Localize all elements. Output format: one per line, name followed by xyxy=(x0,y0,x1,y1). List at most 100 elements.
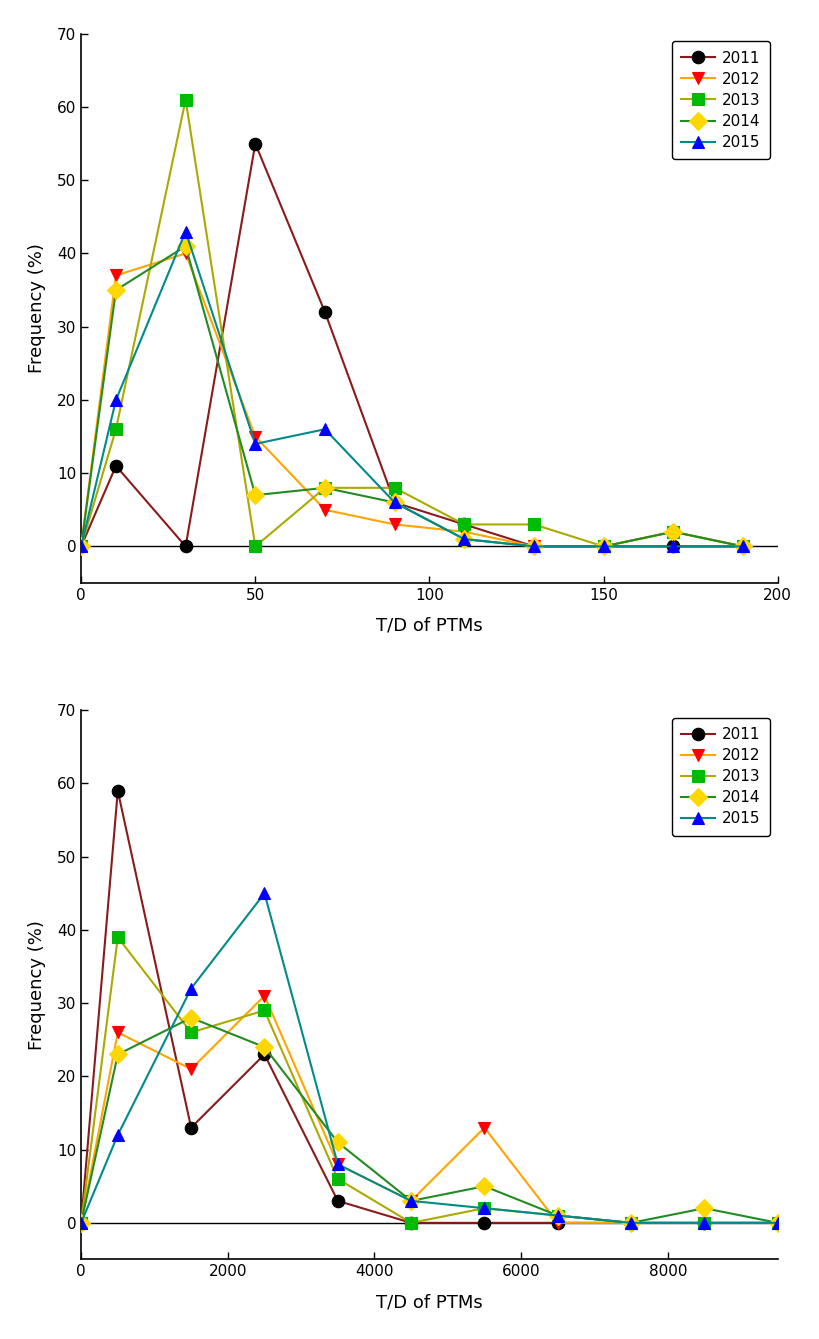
2012 xyxy=(459,524,468,540)
2012 xyxy=(772,1214,782,1231)
2013 xyxy=(479,1200,489,1216)
2012 xyxy=(667,524,677,540)
2013 xyxy=(76,1214,86,1231)
2013 xyxy=(389,479,399,495)
2015 xyxy=(113,1127,123,1144)
2014 xyxy=(552,1208,562,1224)
2015 xyxy=(250,437,260,453)
2012 xyxy=(598,538,608,554)
2011 xyxy=(405,1214,415,1231)
2011 xyxy=(459,517,468,533)
2011 xyxy=(626,1214,636,1231)
2013 xyxy=(699,1214,708,1231)
2012 xyxy=(260,988,269,1004)
2014 xyxy=(598,538,608,554)
2013 xyxy=(772,1214,782,1231)
2015 xyxy=(737,538,747,554)
Line: 2015: 2015 xyxy=(75,886,783,1229)
Legend: 2011, 2012, 2013, 2014, 2015: 2011, 2012, 2013, 2014, 2015 xyxy=(671,42,769,159)
2012 xyxy=(552,1214,562,1231)
2014 xyxy=(528,538,538,554)
2015 xyxy=(528,538,538,554)
2011 xyxy=(699,1214,708,1231)
2013 xyxy=(333,1170,342,1186)
Line: 2011: 2011 xyxy=(75,138,749,553)
2012 xyxy=(626,1214,636,1231)
X-axis label: T/D of PTMs: T/D of PTMs xyxy=(376,1293,482,1311)
2013 xyxy=(76,538,86,554)
2011 xyxy=(737,538,747,554)
2012 xyxy=(333,1157,342,1173)
2014 xyxy=(772,1214,782,1231)
2014 xyxy=(737,538,747,554)
2011 xyxy=(528,538,538,554)
2014 xyxy=(111,283,120,299)
2014 xyxy=(667,524,677,540)
2013 xyxy=(319,479,329,495)
2015 xyxy=(598,538,608,554)
2011 xyxy=(260,1046,269,1062)
2015 xyxy=(405,1193,415,1209)
Line: 2014: 2014 xyxy=(75,240,749,553)
2011 xyxy=(180,538,190,554)
Line: 2011: 2011 xyxy=(75,785,783,1229)
2012 xyxy=(76,1214,86,1231)
Line: 2014: 2014 xyxy=(75,1011,783,1229)
2013 xyxy=(552,1208,562,1224)
2013 xyxy=(250,538,260,554)
Legend: 2011, 2012, 2013, 2014, 2015: 2011, 2012, 2013, 2014, 2015 xyxy=(671,718,769,836)
2013 xyxy=(626,1214,636,1231)
2012 xyxy=(180,245,190,261)
Line: 2013: 2013 xyxy=(75,94,749,553)
2015 xyxy=(186,980,196,996)
2011 xyxy=(111,458,120,474)
2015 xyxy=(389,494,399,510)
Line: 2012: 2012 xyxy=(75,990,783,1229)
2015 xyxy=(667,538,677,554)
2011 xyxy=(772,1214,782,1231)
Line: 2013: 2013 xyxy=(75,931,783,1229)
X-axis label: T/D of PTMs: T/D of PTMs xyxy=(376,617,482,635)
2012 xyxy=(389,517,399,533)
2014 xyxy=(319,479,329,495)
2013 xyxy=(528,517,538,533)
Y-axis label: Frequency (%): Frequency (%) xyxy=(28,244,46,374)
2013 xyxy=(111,422,120,438)
2014 xyxy=(479,1178,489,1194)
2013 xyxy=(737,538,747,554)
2015 xyxy=(479,1200,489,1216)
2015 xyxy=(260,885,269,901)
2013 xyxy=(405,1214,415,1231)
2011 xyxy=(76,538,86,554)
2014 xyxy=(389,494,399,510)
2015 xyxy=(333,1157,342,1173)
2014 xyxy=(333,1134,342,1150)
2014 xyxy=(186,1010,196,1026)
2014 xyxy=(459,532,468,548)
2014 xyxy=(699,1200,708,1216)
2015 xyxy=(76,538,86,554)
2015 xyxy=(319,422,329,438)
2013 xyxy=(113,929,123,945)
2011 xyxy=(186,1119,196,1135)
Line: 2015: 2015 xyxy=(75,225,749,553)
2014 xyxy=(76,538,86,554)
2014 xyxy=(260,1039,269,1055)
2013 xyxy=(260,1003,269,1019)
2015 xyxy=(699,1214,708,1231)
2013 xyxy=(598,538,608,554)
2012 xyxy=(76,538,86,554)
2011 xyxy=(598,538,608,554)
2012 xyxy=(250,428,260,445)
2015 xyxy=(111,392,120,408)
Line: 2012: 2012 xyxy=(75,248,749,553)
2014 xyxy=(626,1214,636,1231)
2014 xyxy=(113,1046,123,1062)
2012 xyxy=(319,502,329,518)
2012 xyxy=(186,1060,196,1077)
2013 xyxy=(180,91,190,107)
2013 xyxy=(459,517,468,533)
2015 xyxy=(552,1208,562,1224)
2011 xyxy=(667,538,677,554)
2013 xyxy=(186,1024,196,1040)
